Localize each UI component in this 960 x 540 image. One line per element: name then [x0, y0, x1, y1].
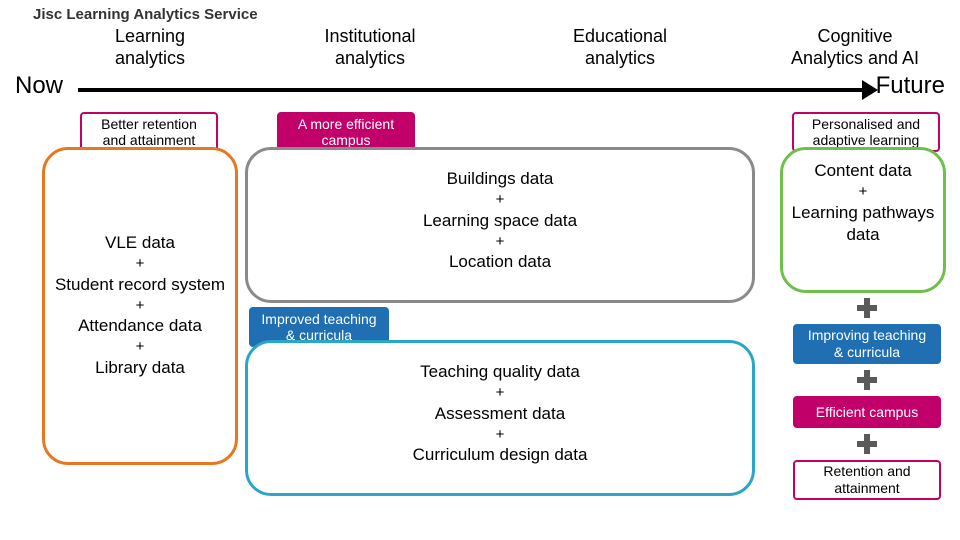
bubble-line: + — [789, 182, 937, 202]
col-title-cognitive: CognitiveAnalytics and AI — [770, 26, 940, 69]
bubble-line: + — [254, 190, 746, 210]
future-label: Future — [876, 72, 945, 100]
box-improving-teaching: Improving teaching& curricula — [793, 324, 941, 364]
tag-efficient-campus: A more efficientcampus — [277, 112, 415, 152]
bubble-line: Attendance data — [51, 315, 229, 337]
box-retention-attainment: Retention andattainment — [793, 460, 941, 500]
bubble-line: + — [51, 337, 229, 357]
bubble-line: + — [254, 232, 746, 252]
plus-icon — [857, 370, 877, 390]
col-title-institutional: Institutionalanalytics — [300, 26, 440, 69]
col-title-learning: Learninganalytics — [80, 26, 220, 69]
bubble-line: VLE data — [51, 232, 229, 254]
plus-icon — [857, 434, 877, 454]
timeline-arrow-line — [78, 88, 864, 92]
timeline-arrow-head — [862, 80, 878, 100]
bubble-line: Teaching quality data — [254, 361, 746, 383]
bubble-line: Student record system — [51, 274, 229, 296]
bubble-line: Content data — [789, 160, 937, 182]
bubble-line: Library data — [51, 357, 229, 379]
plus-icon — [857, 298, 877, 318]
bubble-line: + — [51, 254, 229, 274]
tag-personalised: Personalised andadaptive learning — [792, 112, 940, 152]
bubble-line: Location data — [254, 251, 746, 273]
bubble-buildings-data: Buildings data+Learning space data+Locat… — [245, 147, 755, 303]
box-efficient-campus: Efficient campus — [793, 396, 941, 428]
bubble-line: Buildings data — [254, 168, 746, 190]
bubble-content-data: Content data+Learning pathways data — [780, 147, 946, 293]
bubble-line: + — [254, 383, 746, 403]
bubble-line: Assessment data — [254, 403, 746, 425]
bubble-line: + — [51, 296, 229, 316]
now-label: Now — [15, 72, 63, 100]
bubble-line: Learning pathways data — [789, 202, 937, 246]
bubble-line: + — [254, 425, 746, 445]
col-title-educational: Educationalanalytics — [550, 26, 690, 69]
bubble-line: Curriculum design data — [254, 444, 746, 466]
bubble-vle-data: VLE data+Student record system+Attendanc… — [42, 147, 238, 465]
bubble-line: Learning space data — [254, 210, 746, 232]
page-title: Jisc Learning Analytics Service — [33, 6, 258, 23]
bubble-teaching-quality: Teaching quality data+Assessment data+Cu… — [245, 340, 755, 496]
tag-retention: Better retentionand attainment — [80, 112, 218, 152]
